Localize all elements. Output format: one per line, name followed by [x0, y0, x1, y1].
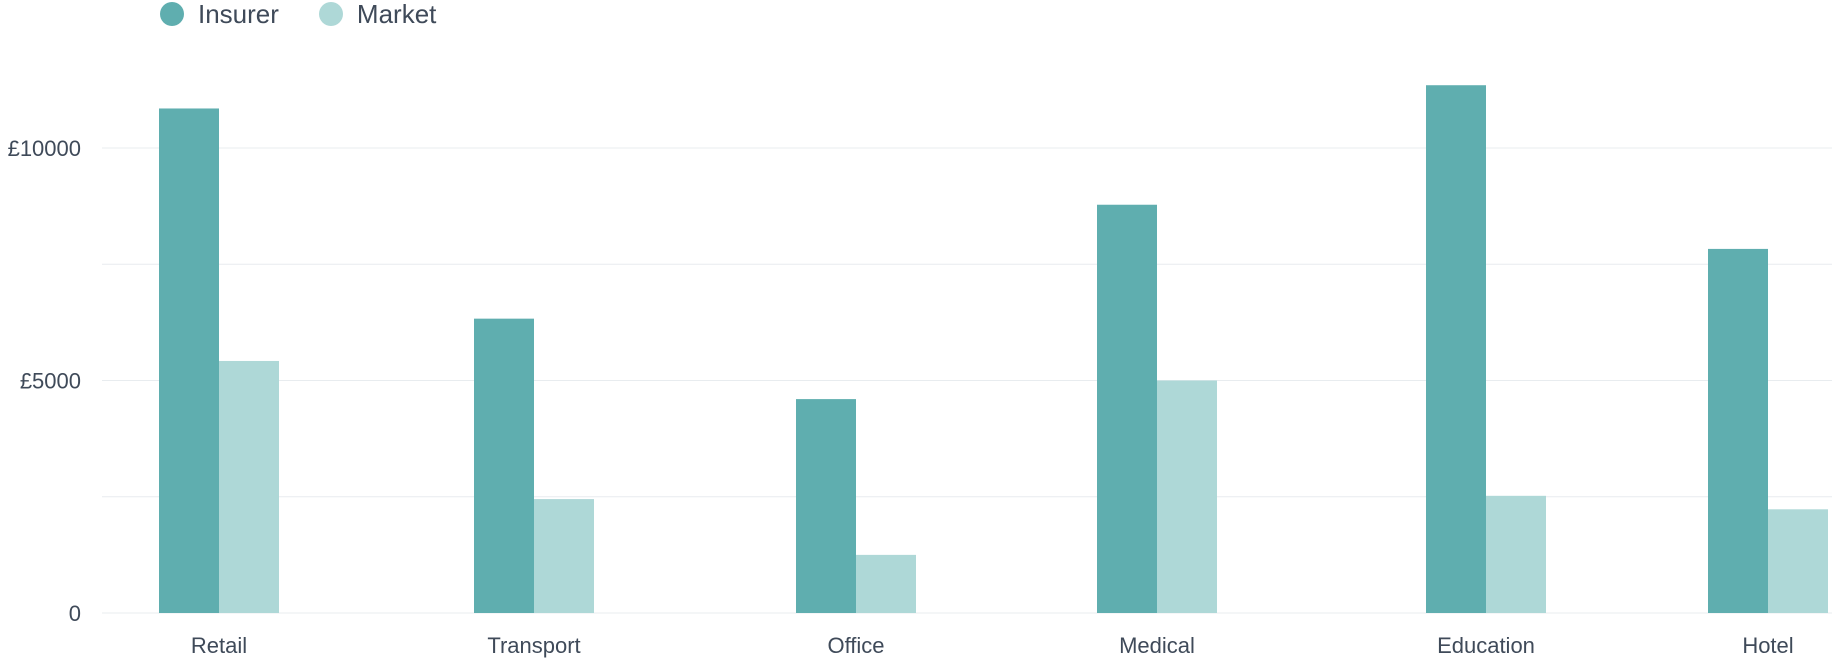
bar-market[interactable]: [1486, 495, 1546, 613]
bar-market[interactable]: [1157, 380, 1217, 614]
legend-item-insurer[interactable]: Insurer: [160, 0, 279, 28]
x-tick-label: Transport: [487, 633, 580, 658]
bar-insurer[interactable]: [1426, 85, 1486, 614]
x-tick-label: Office: [827, 633, 884, 658]
x-tick-label: Medical: [1119, 633, 1195, 658]
legend-swatch-insurer: [160, 2, 184, 26]
bar-insurer[interactable]: [796, 399, 856, 613]
bar-insurer[interactable]: [159, 108, 219, 613]
y-tick-label: 0: [69, 601, 81, 626]
x-tick-label: Education: [1437, 633, 1535, 658]
y-tick-label: £5000: [20, 369, 81, 394]
bar-insurer[interactable]: [1708, 248, 1768, 613]
legend-label-market: Market: [356, 0, 437, 29]
bar-market[interactable]: [1768, 509, 1828, 613]
legend-label-insurer: Insurer: [198, 0, 279, 29]
x-tick-label: Retail: [191, 633, 247, 658]
bar-insurer[interactable]: [1097, 204, 1157, 614]
y-tick-label: £10000: [8, 136, 81, 161]
legend: Insurer Market: [160, 0, 436, 28]
bar-market[interactable]: [856, 554, 916, 613]
legend-swatch-market: [318, 2, 343, 26]
bar-market[interactable]: [219, 360, 279, 613]
x-tick-label: Hotel: [1742, 633, 1793, 658]
bar-market[interactable]: [534, 499, 594, 613]
legend-item-market[interactable]: Market: [318, 0, 437, 29]
bar-insurer[interactable]: [474, 318, 534, 613]
